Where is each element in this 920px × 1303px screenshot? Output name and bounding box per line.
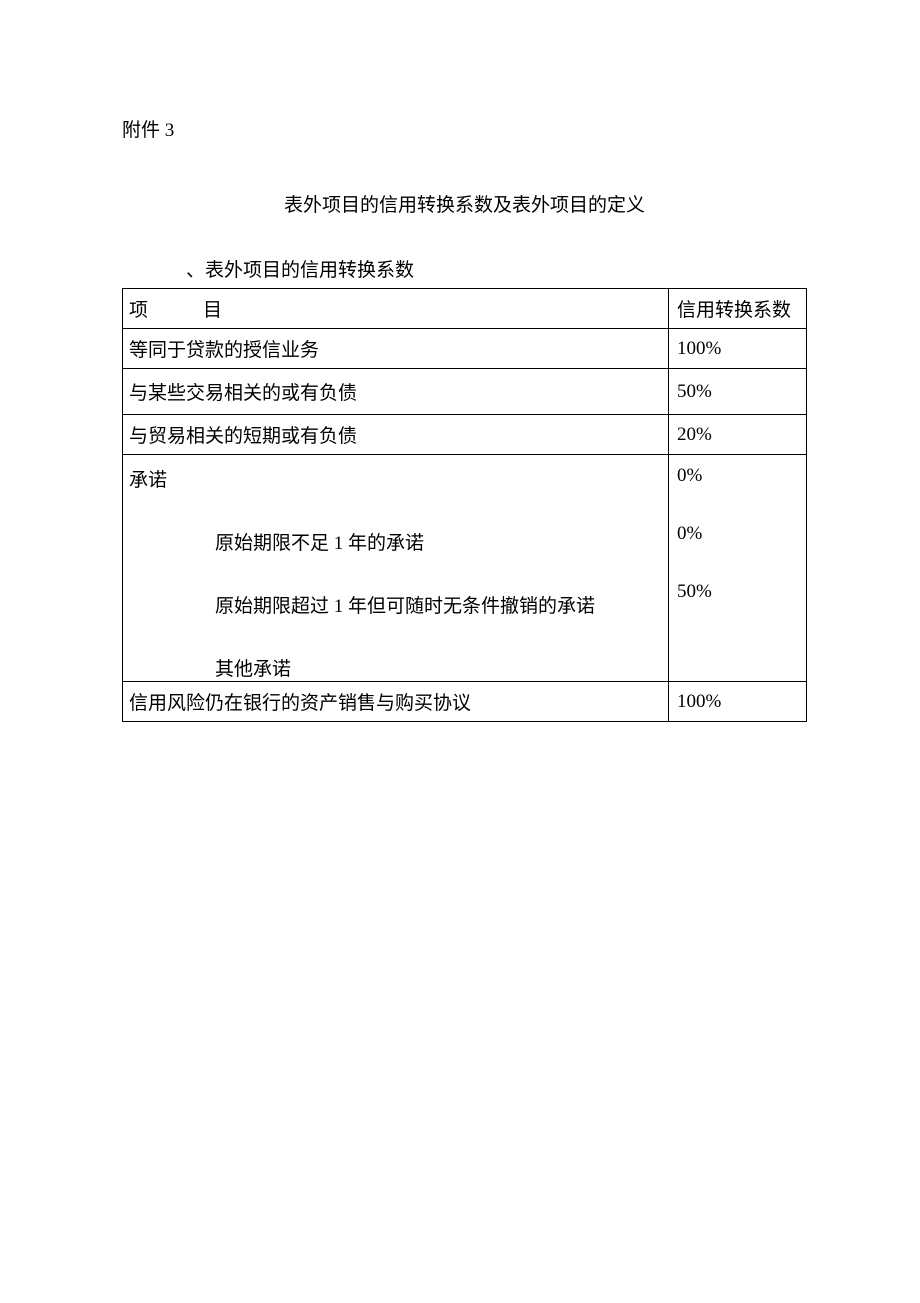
cell-commitment-factor: 0% 0% 50% [669, 455, 807, 682]
attachment-label: 附件 3 [122, 115, 807, 142]
cell-commitment: 承诺 原始期限不足 1 年的承诺 原始期限超过 1 年但可随时无条件撤销的承诺 … [123, 455, 669, 682]
factor-value: 0% [677, 465, 806, 487]
page-title: 表外项目的信用转换系数及表外项目的定义 [122, 190, 807, 217]
table-header-row: 项 目 信用转换系数 [123, 289, 807, 329]
cell-factor: 20% [669, 415, 807, 455]
cell-item: 与某些交易相关的或有负债 [123, 369, 669, 415]
section-heading: 、表外项目的信用转换系数 [122, 255, 807, 282]
commitment-sub: 原始期限超过 1 年但可随时无条件撤销的承诺 [129, 591, 662, 618]
cell-factor: 100% [669, 329, 807, 369]
cell-factor: 50% [669, 369, 807, 415]
table-row: 等同于贷款的授信业务 100% [123, 329, 807, 369]
factor-value: 0% [677, 523, 806, 545]
table-row: 与贸易相关的短期或有负债 20% [123, 415, 807, 455]
commitment-main: 承诺 [129, 465, 662, 492]
cell-item: 信用风险仍在银行的资产销售与购买协议 [123, 682, 669, 722]
table-row: 信用风险仍在银行的资产销售与购买协议 100% [123, 682, 807, 722]
table-row-commitment: 承诺 原始期限不足 1 年的承诺 原始期限超过 1 年但可随时无条件撤销的承诺 … [123, 455, 807, 682]
header-factor: 信用转换系数 [669, 289, 807, 329]
commitment-sub: 其他承诺 [129, 654, 662, 681]
cell-item: 等同于贷款的授信业务 [123, 329, 669, 369]
table-row: 与某些交易相关的或有负债 50% [123, 369, 807, 415]
factor-value: 50% [677, 581, 806, 603]
commitment-sub: 原始期限不足 1 年的承诺 [129, 528, 662, 555]
cell-factor: 100% [669, 682, 807, 722]
conversion-factor-table: 项 目 信用转换系数 等同于贷款的授信业务 100% 与某些交易相关的或有负债 … [122, 288, 807, 722]
header-item-text: 项 目 [129, 300, 240, 321]
cell-item: 与贸易相关的短期或有负债 [123, 415, 669, 455]
header-item: 项 目 [123, 289, 669, 329]
